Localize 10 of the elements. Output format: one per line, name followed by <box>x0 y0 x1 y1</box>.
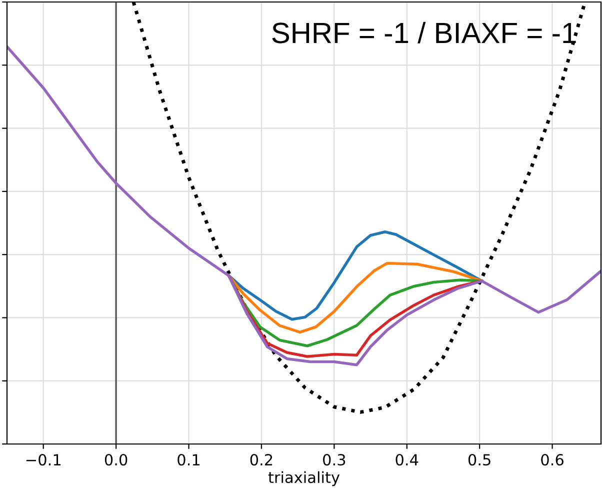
annotation: SHRF = -1 / BIAXF = -1 <box>272 22 576 44</box>
x-tick-label: 0.3 <box>323 454 346 466</box>
x-tick-label: 0.2 <box>250 454 272 466</box>
x-tick-label: 0.1 <box>178 454 200 466</box>
x-tick-label: −0.1 <box>26 454 60 466</box>
x-tick-label: 0.5 <box>468 454 490 466</box>
x-tick-label: 0.0 <box>104 454 128 466</box>
x-tick-label: 0.6 <box>541 454 564 466</box>
x-tick-label: 0.4 <box>396 454 418 466</box>
x-axis-title: triaxiality <box>268 471 340 486</box>
